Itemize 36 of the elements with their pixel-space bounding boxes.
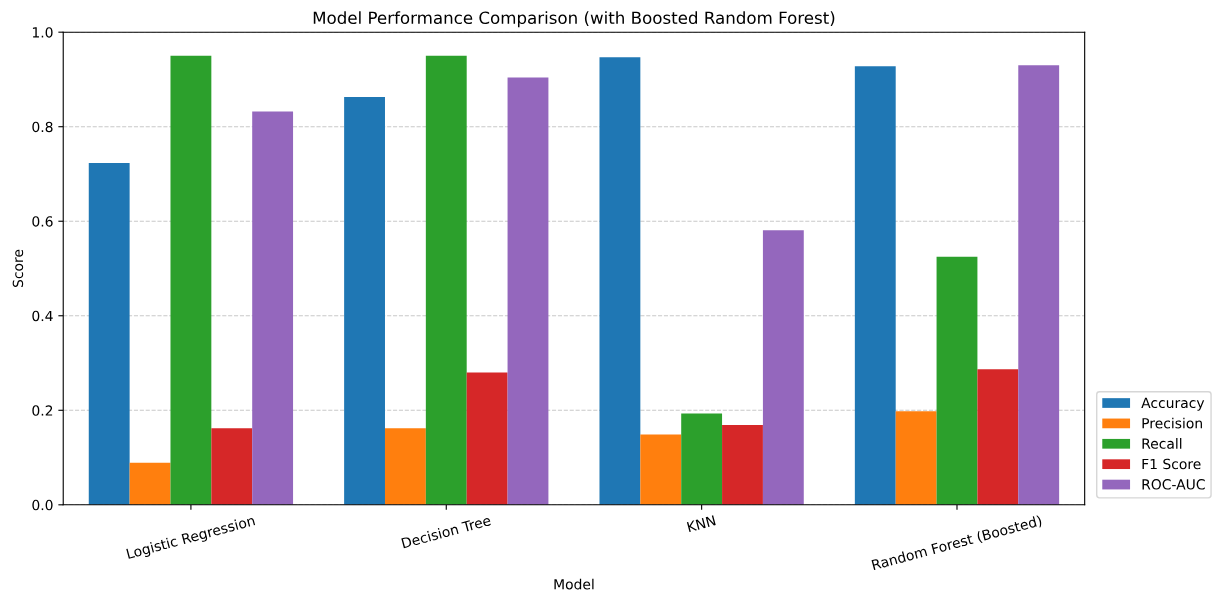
bar (599, 57, 641, 505)
y-tick-label: 0.0 (32, 499, 53, 511)
legend-label: Precision (1142, 417, 1202, 429)
bar (425, 55, 467, 505)
bar (507, 77, 549, 505)
legend-label: Recall (1142, 438, 1182, 449)
bar (895, 411, 937, 505)
y-tick-label: 0.6 (32, 216, 53, 227)
bar (762, 230, 804, 505)
bar (466, 372, 508, 505)
x-tick-label: Decision Tree (401, 514, 492, 549)
bar (854, 66, 896, 505)
bar (936, 256, 978, 505)
bar (977, 369, 1019, 505)
bar (384, 428, 426, 505)
bar (88, 163, 130, 505)
bar (722, 424, 763, 505)
legend-label: ROC-AUC (1142, 479, 1205, 490)
y-tick-label: 1.0 (32, 27, 53, 38)
x-tick-label: KNN (686, 515, 716, 533)
legend-label: F1 Score (1142, 458, 1201, 470)
y-tick-label: 0.8 (32, 121, 53, 133)
y-tick-label: 0.4 (32, 310, 53, 322)
bar (1018, 65, 1060, 505)
bar (129, 462, 171, 505)
bar (640, 434, 682, 505)
y-tick-label: 0.2 (32, 405, 53, 416)
y-axis-title: Score (12, 249, 24, 288)
chart-title: Model Performance Comparison (with Boosted Random Forest) (313, 11, 835, 28)
bar (211, 428, 253, 505)
legend-label: Accuracy (1141, 397, 1205, 411)
bar (344, 96, 385, 505)
x-axis-title: Model (554, 578, 594, 590)
bar (681, 413, 723, 505)
bar (252, 111, 294, 505)
bar (170, 55, 212, 505)
